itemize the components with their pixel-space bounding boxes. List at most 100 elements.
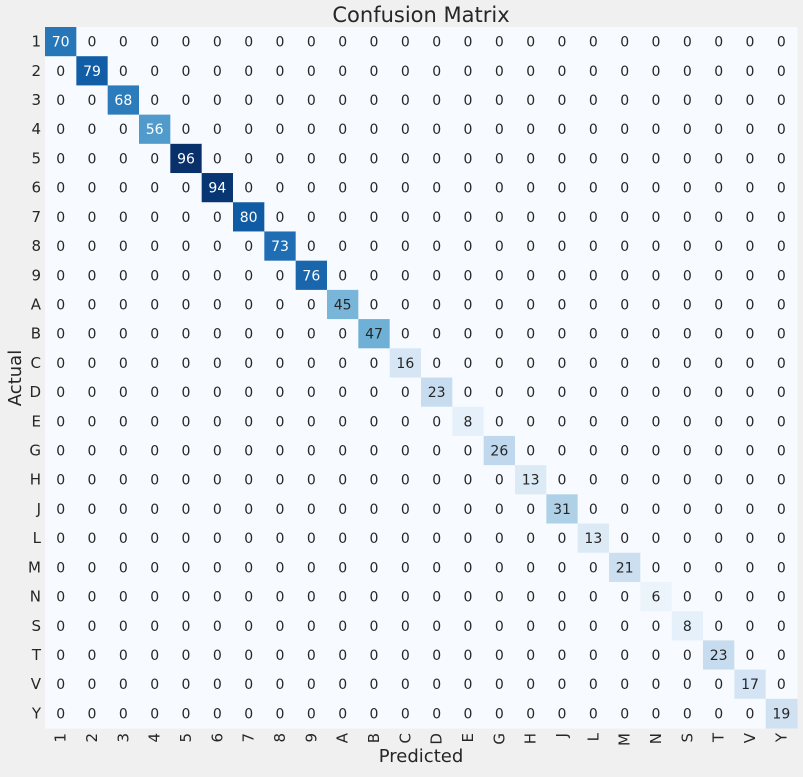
heatmap-cell [421, 260, 453, 291]
cell-value-label: 0 [777, 35, 786, 51]
heatmap-cell [765, 552, 798, 583]
heatmap-cell [577, 494, 610, 525]
heatmap-cell [609, 465, 641, 495]
heatmap-cell [358, 202, 391, 232]
heatmap-cell [139, 114, 171, 145]
x-tick-label: 6 [208, 733, 226, 743]
cell-value-label: 0 [652, 210, 661, 226]
cell-value-label: 0 [338, 93, 347, 109]
heatmap-cell [264, 640, 297, 671]
heatmap-cell [577, 85, 610, 116]
heatmap-cell [107, 406, 140, 437]
cell-value-label: 0 [213, 151, 222, 167]
heatmap-cell [671, 348, 704, 378]
cell-value-label: 0 [714, 473, 723, 489]
cell-value-label: 0 [182, 297, 191, 313]
heatmap-cell [358, 552, 391, 583]
heatmap-cell [233, 114, 265, 145]
heatmap-cell [765, 640, 798, 671]
cell-value-label: 0 [276, 122, 285, 138]
cell-value-label: 0 [620, 444, 629, 460]
y-tick-label: M [28, 558, 41, 576]
heatmap-cell [45, 581, 77, 612]
cell-value-label: 73 [271, 239, 289, 255]
heatmap-cell [107, 669, 140, 700]
cell-value-label: 0 [338, 151, 347, 167]
cell-value-label: 0 [432, 239, 441, 255]
heatmap-cell [389, 289, 422, 320]
cell-value-label: 0 [589, 64, 598, 80]
cell-value-label: 0 [777, 385, 786, 401]
heatmap-cell [577, 581, 610, 612]
x-tick-label: A [334, 732, 352, 743]
heatmap-cell [45, 435, 77, 466]
heatmap-cell [389, 669, 422, 700]
heatmap-cell [45, 640, 77, 671]
heatmap-cell [201, 406, 234, 437]
cell-value-label: 0 [244, 502, 253, 518]
cell-value-label: 0 [683, 414, 692, 430]
heatmap-cell [734, 173, 767, 203]
heatmap-cell [139, 260, 171, 291]
heatmap-cell [233, 435, 265, 466]
cell-value-label: 6 [652, 590, 661, 606]
cell-value-label: 23 [710, 648, 728, 664]
heatmap-cell [170, 260, 203, 291]
heatmap-cell [452, 319, 485, 349]
cell-value-label: 0 [307, 64, 316, 80]
heatmap-cell [577, 231, 610, 262]
heatmap-cell [295, 319, 328, 349]
heatmap-cell [671, 640, 704, 671]
heatmap-cell [295, 260, 328, 291]
cell-value-label: 0 [182, 210, 191, 226]
heatmap-cell [703, 85, 735, 116]
cell-value-label: 0 [213, 619, 222, 635]
cell-value-label: 0 [589, 35, 598, 51]
cell-value-label: 0 [401, 473, 410, 489]
heatmap-cell [452, 56, 485, 86]
heatmap-cell [295, 348, 328, 378]
heatmap-cell [233, 494, 265, 525]
heatmap-cell [515, 435, 547, 466]
cell-value-label: 0 [213, 590, 222, 606]
cell-value-label: 0 [683, 35, 692, 51]
heatmap-cell [515, 698, 547, 729]
heatmap-cell [577, 143, 610, 174]
cell-value-label: 0 [683, 268, 692, 284]
heatmap-cell [201, 56, 234, 86]
cell-value-label: 0 [464, 531, 473, 547]
heatmap-cell [139, 173, 171, 203]
cell-value-label: 0 [464, 297, 473, 313]
cell-value-label: 0 [620, 677, 629, 693]
cell-value-label: 0 [620, 531, 629, 547]
heatmap-cell [734, 669, 767, 700]
x-tick-label: 2 [83, 733, 101, 743]
cell-value-label: 0 [370, 356, 379, 372]
cell-value-label: 0 [589, 648, 598, 664]
heatmap-cell [389, 523, 422, 554]
heatmap-cell [609, 523, 641, 554]
cell-value-label: 0 [558, 414, 567, 430]
cell-value-label: 0 [777, 210, 786, 226]
heatmap-cell [327, 27, 359, 57]
heatmap-cell [139, 56, 171, 86]
cell-value-label: 0 [401, 64, 410, 80]
cell-value-label: 0 [495, 210, 504, 226]
heatmap-cell [734, 523, 767, 554]
cell-value-label: 0 [495, 151, 504, 167]
cell-value-label: 0 [620, 151, 629, 167]
cell-value-label: 0 [589, 210, 598, 226]
cell-value-label: 0 [777, 414, 786, 430]
heatmap-cell [76, 85, 109, 116]
heatmap-cell [170, 231, 203, 262]
heatmap-cell [170, 669, 203, 700]
cell-value-label: 0 [150, 444, 159, 460]
x-tick-label: M [616, 733, 634, 746]
cell-value-label: 0 [150, 502, 159, 518]
cell-value-label: 0 [244, 327, 253, 343]
cell-value-label: 0 [370, 502, 379, 518]
heatmap-cell [452, 552, 485, 583]
cell-value-label: 0 [652, 297, 661, 313]
heatmap-cell [546, 260, 579, 291]
cell-value-label: 23 [428, 385, 446, 401]
